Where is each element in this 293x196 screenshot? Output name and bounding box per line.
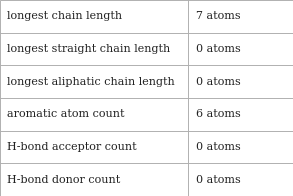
- Text: 0 atoms: 0 atoms: [196, 44, 241, 54]
- Text: longest aliphatic chain length: longest aliphatic chain length: [7, 77, 175, 87]
- Text: aromatic atom count: aromatic atom count: [7, 109, 125, 119]
- Text: 0 atoms: 0 atoms: [196, 77, 241, 87]
- Text: 0 atoms: 0 atoms: [196, 175, 241, 185]
- Text: H-bond acceptor count: H-bond acceptor count: [7, 142, 137, 152]
- Text: longest straight chain length: longest straight chain length: [7, 44, 171, 54]
- Text: longest chain length: longest chain length: [7, 11, 122, 21]
- Text: 7 atoms: 7 atoms: [196, 11, 241, 21]
- Text: H-bond donor count: H-bond donor count: [7, 175, 121, 185]
- Text: 0 atoms: 0 atoms: [196, 142, 241, 152]
- Text: 6 atoms: 6 atoms: [196, 109, 241, 119]
